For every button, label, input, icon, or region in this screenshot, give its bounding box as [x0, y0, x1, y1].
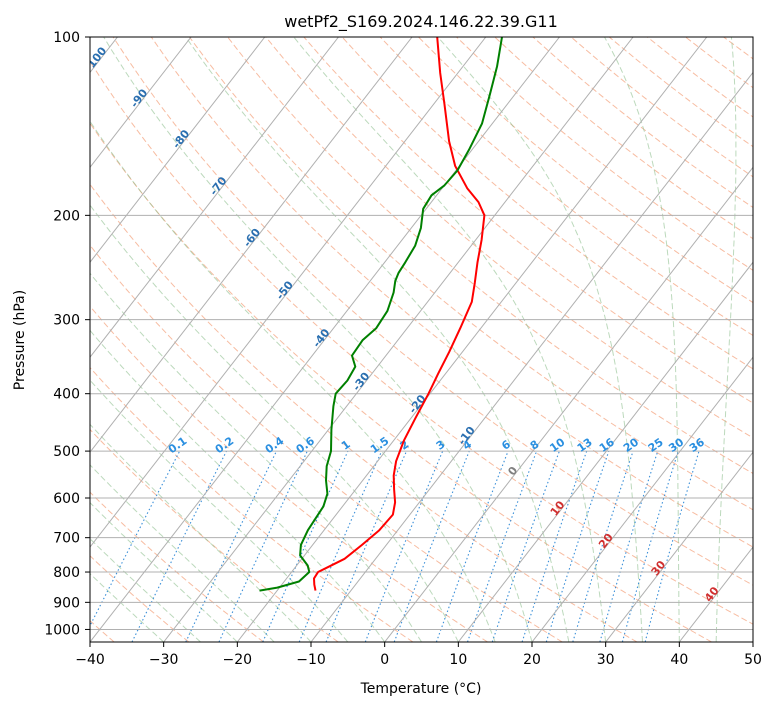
dry-adiabat — [303, 37, 753, 404]
x-tick-label: 50 — [744, 652, 762, 668]
chart-title: wetPf2_S169.2024.146.22.39.G11 — [284, 12, 558, 32]
isotherm-line — [605, 451, 753, 642]
moist-adiabats — [90, 37, 737, 642]
y-axis-ticks: 1000 900 800 700 600 500 400 300 200 100 — [44, 30, 90, 638]
moist-adiabat — [90, 329, 386, 642]
y-tick-label: 500 — [53, 444, 80, 460]
plot-background — [90, 37, 753, 642]
moist-adiabat — [185, 37, 570, 642]
y-axis-label: Pressure (hPa) — [12, 290, 28, 390]
moist-adiabat — [90, 501, 238, 642]
mixing-ratio-line — [572, 450, 634, 642]
x-tick-label: 40 — [670, 652, 688, 668]
mixing-ratio-line — [435, 450, 509, 642]
mixing-ratio-line — [491, 450, 560, 642]
x-tick-label: −20 — [223, 652, 253, 668]
moist-adiabat — [103, 37, 533, 642]
x-tick-label: −40 — [75, 652, 105, 668]
x-tick-label: 10 — [449, 652, 467, 668]
dry-adiabat — [90, 491, 264, 642]
isotherm-line — [90, 37, 413, 453]
y-tick-label: 300 — [53, 313, 80, 329]
moist-adiabat — [90, 379, 349, 642]
dry-adiabat — [379, 37, 753, 337]
x-axis-label: Temperature (°C) — [360, 681, 482, 697]
moist-adiabat — [437, 37, 643, 642]
y-tick-label: 900 — [53, 595, 80, 611]
dry-adiabat — [762, 37, 775, 642]
x-axis-ticks: −40 −30 −20 −10 0 10 20 30 40 50 — [75, 642, 762, 668]
x-tick-label: 30 — [597, 652, 615, 668]
temperature-profile — [313, 37, 486, 591]
x-tick-label: 0 — [380, 652, 389, 668]
mixing-ratio-lines — [90, 450, 700, 642]
y-tick-label: 400 — [53, 387, 80, 403]
isotherm-line — [90, 37, 266, 264]
mixing-ratio-line — [545, 450, 610, 642]
dry-adiabat — [150, 37, 753, 548]
sounding-series — [259, 37, 503, 592]
dry-adiabat — [418, 37, 753, 304]
dry-adiabat — [90, 428, 339, 642]
y-tick-label: 600 — [53, 491, 80, 507]
x-tick-label: −30 — [149, 652, 179, 668]
x-tick-label: −10 — [296, 652, 326, 668]
mixing-ratio-line — [466, 450, 538, 642]
dry-adiabat — [90, 244, 563, 642]
dry-adiabat — [90, 305, 488, 642]
isotherm-line — [384, 166, 753, 642]
x-tick-label: 20 — [523, 652, 541, 668]
dry-adiabat — [188, 37, 753, 511]
isotherm-line — [90, 37, 192, 169]
dry-adiabat — [90, 122, 712, 642]
isotherm-line — [236, 37, 708, 642]
mixing-ratio-line — [621, 450, 679, 642]
plot-frame — [89, 36, 754, 643]
isotherm-line — [90, 37, 560, 642]
dry-adiabat — [90, 60, 753, 625]
isotherm-line — [457, 261, 753, 642]
moist-adiabat — [90, 538, 201, 642]
dry-adiabat — [90, 183, 638, 642]
y-tick-label: 700 — [53, 531, 80, 547]
mixing-ratio-line — [364, 450, 444, 642]
mixing-ratio-line — [325, 450, 408, 642]
moist-adiabat — [90, 464, 275, 642]
moist-adiabat — [90, 272, 422, 642]
isotherm-line — [90, 37, 339, 359]
grid-lines — [90, 37, 753, 642]
isotherm-line — [163, 37, 634, 642]
moist-adiabat — [90, 204, 459, 642]
moist-adiabat — [715, 37, 737, 642]
dry-adiabat — [341, 37, 753, 370]
y-tick-label: 200 — [53, 208, 80, 224]
mixing-ratio-line — [599, 450, 659, 642]
isotherm-line — [310, 71, 753, 642]
isotherm-line — [531, 356, 753, 642]
dry-adiabat — [112, 37, 753, 586]
mixing-ratio-line — [521, 450, 588, 642]
moist-adiabat — [90, 120, 496, 642]
dry-adiabats — [90, 37, 775, 642]
moist-adiabat — [90, 572, 165, 642]
dewpoint-profile — [259, 37, 503, 592]
dry-adiabat — [90, 555, 190, 642]
y-tick-label: 1000 — [44, 622, 80, 638]
isotherm-line — [752, 641, 753, 642]
dry-adiabat — [227, 37, 753, 475]
y-tick-label: 800 — [53, 565, 80, 581]
moist-adiabat — [293, 37, 607, 642]
y-tick-label: 100 — [53, 30, 80, 46]
moist-adiabat — [604, 37, 680, 642]
isotherm-line — [90, 37, 487, 548]
